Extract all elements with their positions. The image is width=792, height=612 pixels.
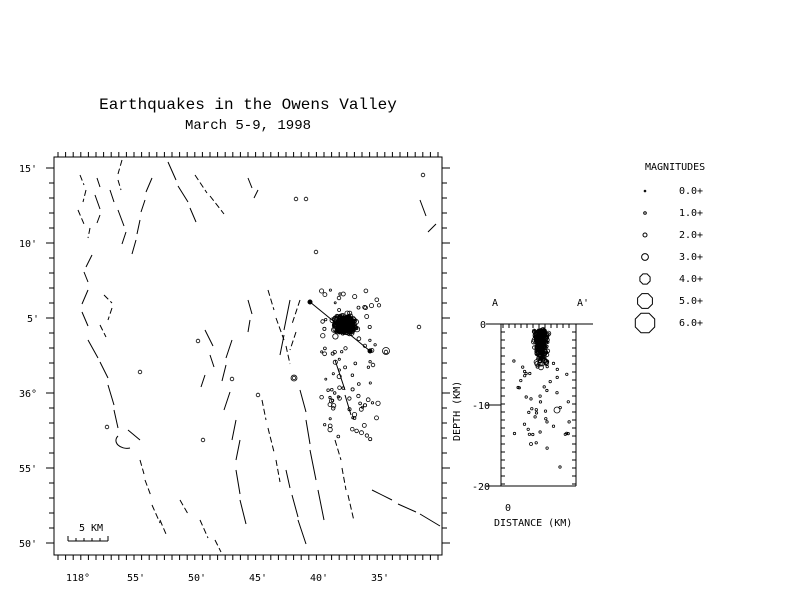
legend-symbol-2: [643, 233, 647, 237]
legend-symbol-1: [644, 212, 647, 215]
legend-label-5: 5.0+: [679, 296, 703, 307]
legend-symbol-4: [640, 274, 650, 284]
lat-label-15: 15': [19, 164, 37, 175]
xsec-label-a: A: [492, 298, 498, 309]
fault-lines: [78, 160, 440, 552]
lon-label-55: 55': [127, 573, 145, 584]
lon-label-118: 118°: [66, 573, 90, 584]
lon-label-35: 35': [371, 573, 389, 584]
magnitude-legend: MAGNITUDES 0.0+ 1.0+ 2.0+ 3.0+ 4.0+ 5.0+…: [635, 162, 705, 333]
epicenters: [105, 173, 425, 442]
depth-tick-0: 0: [480, 320, 486, 331]
legend-symbol-5: [638, 294, 653, 309]
legend-label-0: 0.0+: [679, 186, 703, 197]
lat-label-10: 10': [19, 239, 37, 250]
lat-label-55: 55': [19, 464, 37, 475]
depth-axis-label: DEPTH (KM): [452, 381, 463, 441]
lat-label-36: 36°: [19, 389, 37, 400]
lon-label-40: 40': [310, 573, 328, 584]
map-panel: 15' 10' 5' 36° 55' 50' 118° 55' 50' 45' …: [19, 152, 450, 584]
lon-label-50: 50': [188, 573, 206, 584]
scale-bar-label: 5 KM: [79, 523, 103, 534]
depth-tick-10: -10: [472, 401, 490, 412]
legend-label-6: 6.0+: [679, 318, 703, 329]
legend-symbol-0: [644, 190, 646, 192]
legend-title: MAGNITUDES: [645, 162, 705, 173]
scale-bar: [68, 536, 108, 541]
hypocenters: [513, 328, 571, 469]
distance-tick-0: 0: [505, 503, 511, 514]
xsec-ticks: [486, 324, 576, 486]
lat-label-5: 5': [27, 314, 39, 325]
legend-label-2: 2.0+: [679, 230, 703, 241]
legend-label-4: 4.0+: [679, 274, 703, 285]
lat-label-50: 50': [19, 539, 37, 550]
depth-tick-20: -20: [472, 482, 490, 493]
legend-symbol-3: [642, 254, 649, 261]
cross-section-panel: A A' 0 -10 -20 0 DISTANCE (KM) DEPTH (KM…: [452, 298, 593, 529]
legend-label-1: 1.0+: [679, 208, 703, 219]
legend-label-3: 3.0+: [679, 252, 703, 263]
distance-axis-label: DISTANCE (KM): [494, 518, 572, 529]
lon-label-45: 45': [249, 573, 267, 584]
legend-symbol-6: [635, 313, 654, 332]
xsec-label-a-prime: A': [577, 298, 589, 309]
map-frame: [54, 157, 442, 555]
